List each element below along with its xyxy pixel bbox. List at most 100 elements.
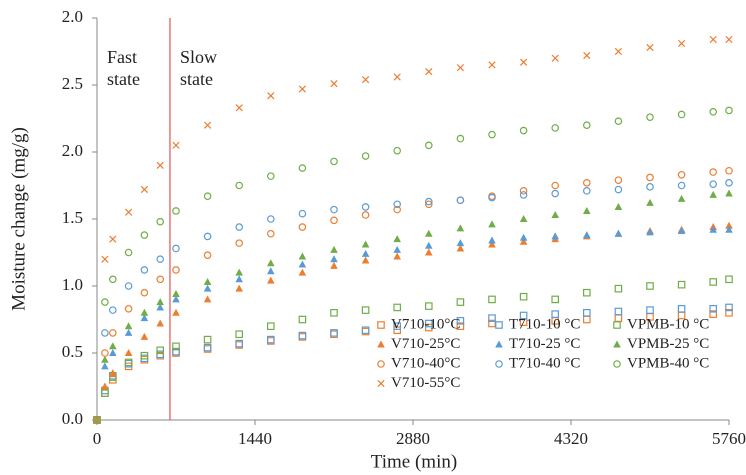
marker	[551, 232, 559, 240]
marker	[519, 191, 528, 199]
legend-marker	[377, 379, 385, 388]
marker	[614, 176, 623, 184]
x-tick-label: 1440	[238, 429, 272, 448]
marker	[456, 317, 465, 325]
marker	[646, 113, 654, 121]
marker	[488, 193, 496, 202]
marker	[109, 306, 117, 314]
legend-label: V710-40°C	[391, 355, 460, 371]
legend-marker	[495, 340, 503, 348]
marker	[298, 209, 307, 218]
marker	[203, 251, 212, 259]
marker	[456, 224, 465, 232]
marker	[551, 54, 559, 62]
marker	[646, 43, 654, 52]
marker	[709, 304, 718, 313]
marker	[582, 187, 591, 195]
marker	[330, 309, 338, 317]
marker	[203, 192, 212, 201]
marker	[93, 416, 101, 424]
legend-marker	[377, 360, 385, 368]
marker	[140, 231, 149, 239]
marker	[677, 181, 686, 190]
marker	[456, 322, 465, 331]
marker	[614, 117, 623, 125]
marker	[330, 261, 338, 269]
legend-marker	[377, 321, 385, 329]
marker	[488, 61, 496, 69]
marker	[124, 358, 133, 367]
marker	[361, 76, 370, 84]
marker	[551, 181, 560, 190]
marker	[582, 309, 591, 317]
marker	[551, 124, 560, 132]
marker	[677, 227, 686, 235]
marker	[393, 200, 402, 209]
marker	[488, 240, 496, 248]
marker	[456, 63, 465, 72]
marker	[330, 329, 338, 337]
marker	[424, 141, 433, 150]
y-tick-label: 0.0	[62, 409, 83, 428]
legend-label: V710-10°C	[391, 316, 460, 332]
marker	[172, 290, 180, 298]
marker	[488, 236, 496, 244]
marker	[614, 229, 623, 237]
marker	[361, 152, 370, 160]
legend-marker	[495, 321, 503, 329]
marker	[101, 255, 109, 263]
marker	[235, 330, 244, 339]
marker	[725, 189, 733, 197]
marker	[725, 166, 733, 175]
y-axis-title: Moisture change (mg/g)	[8, 127, 29, 311]
marker	[488, 220, 496, 228]
legend-marker	[613, 340, 621, 348]
marker	[709, 190, 717, 198]
marker	[393, 303, 402, 312]
marker	[235, 223, 244, 231]
marker	[124, 304, 133, 313]
marker	[646, 183, 654, 191]
marker	[330, 245, 338, 253]
marker	[140, 185, 149, 194]
marker	[203, 121, 212, 129]
annotation: Fast	[107, 47, 137, 67]
marker	[646, 198, 654, 206]
marker	[519, 292, 528, 301]
legend-label: T710-40 °C	[509, 355, 580, 371]
marker	[725, 106, 733, 115]
marker	[677, 110, 686, 119]
legend-label: V710-25°C	[391, 336, 460, 352]
marker	[393, 245, 401, 253]
marker	[725, 309, 733, 317]
marker	[393, 73, 401, 81]
marker	[172, 266, 180, 274]
marker	[614, 202, 623, 210]
marker	[203, 343, 212, 352]
y-tick-label: 2.5	[62, 74, 83, 93]
y-tick-label: 1.5	[62, 208, 83, 227]
marker	[330, 255, 338, 263]
marker	[456, 239, 465, 247]
marker	[267, 259, 275, 267]
marker	[488, 295, 496, 304]
marker	[298, 315, 307, 324]
marker	[101, 362, 109, 370]
marker	[298, 260, 307, 268]
marker	[298, 331, 307, 340]
marker	[140, 266, 149, 274]
marker	[235, 275, 243, 283]
marker	[725, 225, 733, 233]
marker	[519, 215, 528, 222]
marker	[109, 349, 117, 356]
marker	[519, 126, 528, 135]
marker	[109, 235, 117, 243]
marker	[109, 329, 117, 337]
marker	[101, 382, 109, 390]
legend-marker	[613, 321, 621, 329]
marker	[677, 304, 686, 313]
marker	[235, 104, 243, 112]
marker	[109, 342, 117, 350]
marker	[124, 282, 133, 290]
marker	[101, 355, 109, 363]
